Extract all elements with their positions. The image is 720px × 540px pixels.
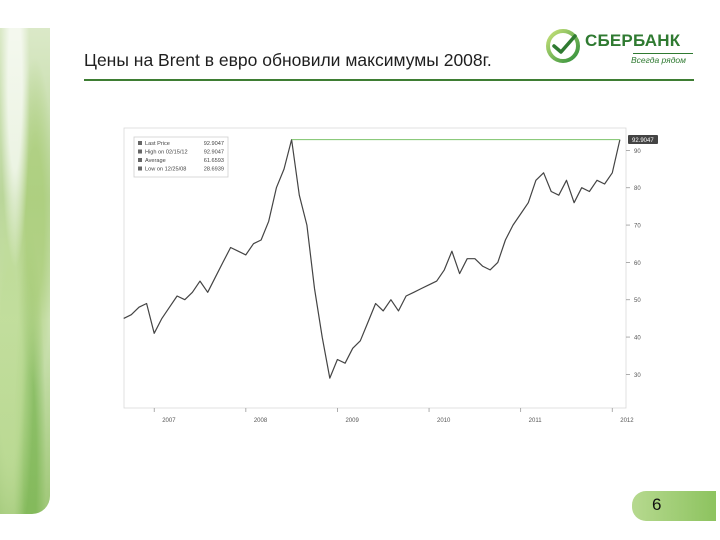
x-tick-label: 2010: [437, 418, 451, 424]
title-underline: [84, 79, 694, 81]
legend-entry-value: 61.6593: [204, 158, 224, 164]
chart-svg: 30 40 50 60 70 80 90 2007 2008 2009 2010 2011 2012 92…: [122, 118, 662, 430]
last-price-marker-label: 92.9047: [632, 138, 654, 144]
legend-entry-label: Low on 12/25/08: [145, 167, 186, 173]
legend-marker: [138, 158, 142, 162]
logo-tagline: Всегда рядом: [631, 55, 686, 65]
axis-layer: 30 40 50 60 70 80 90 2007 2008 2009 2010 2011 2012 92…: [153, 135, 658, 424]
brent-price-chart: 30 40 50 60 70 80 90 2007 2008 2009 2010 2011 2012 92…: [122, 118, 662, 430]
slide-number: 6: [652, 495, 662, 514]
legend-entry-value: 92.9047: [204, 150, 224, 156]
series-layer: [123, 139, 621, 379]
y-tick-label: 50: [634, 298, 641, 304]
plot-border: [123, 127, 627, 409]
x-tick-label: 2008: [254, 418, 268, 424]
legend-entry-label: Average: [145, 158, 166, 164]
legend-entry-label: Last Price: [145, 141, 170, 147]
y-tick-label: 90: [634, 149, 641, 155]
legend-entry-value: 92.9047: [204, 141, 224, 147]
slide-title: Цены на Brent в евро обновили максимумы …: [84, 50, 492, 70]
y-tick-label: 80: [634, 186, 641, 192]
y-tick-label: 30: [634, 373, 641, 379]
sberbank-logo: СБЕРБАНК Всегда рядом: [545, 28, 695, 70]
x-tick-label: 2012: [620, 418, 634, 424]
plot-area: [123, 127, 627, 409]
sberbank-emblem-icon: [546, 29, 580, 63]
x-tick-label: 2009: [345, 418, 359, 424]
x-tick-label: 2007: [162, 418, 176, 424]
y-tick-label: 40: [634, 336, 641, 342]
x-tick-label: 2011: [529, 418, 543, 424]
side-decoration: [0, 28, 50, 514]
y-tick-label: 60: [634, 261, 641, 267]
last-price-marker: [628, 135, 658, 145]
legend-marker: [138, 149, 142, 154]
logo-divider: [633, 53, 693, 54]
legend-entry-value: 28.6939: [204, 167, 224, 173]
legend-entry-label: High on 02/15/12: [145, 150, 188, 156]
legend-marker: [138, 166, 142, 171]
legend-marker: [138, 141, 142, 145]
slide-number-badge: 6: [632, 491, 716, 521]
legend-box: [133, 136, 229, 178]
logo-name: СБЕРБАНК: [585, 31, 681, 50]
y-tick-label: 70: [634, 224, 641, 230]
price-series-line: [123, 139, 621, 379]
chart-legend: Last Price 92.9047 High on 02/15/12 92.9047…: [133, 136, 229, 178]
